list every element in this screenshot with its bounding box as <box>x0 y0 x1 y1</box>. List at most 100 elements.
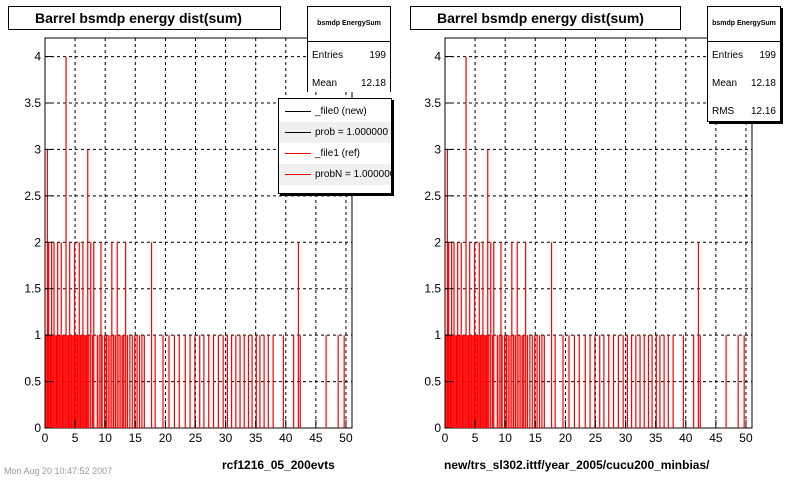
histogram-bar <box>63 335 65 428</box>
histogram-bar <box>120 335 122 428</box>
histogram-bar <box>73 242 76 428</box>
histogram-bar <box>482 242 484 428</box>
y-tick-label: 1 <box>34 328 41 342</box>
histogram-bar <box>626 335 628 428</box>
x-tick-label: 20 <box>159 431 173 445</box>
histogram-bar <box>523 335 525 428</box>
histogram-bar <box>123 335 125 428</box>
histogram-bar <box>457 242 459 428</box>
stats-row-mean: Mean 12.18 <box>312 78 386 89</box>
histogram-bar <box>212 335 215 428</box>
x-tick-label: 30 <box>219 431 233 445</box>
histogram-bar <box>138 335 141 428</box>
histogram-bar <box>70 335 72 428</box>
histogram-bar <box>178 335 180 428</box>
histogram-bar <box>672 335 674 428</box>
histogram-bar <box>511 242 513 428</box>
histogram-bar <box>518 335 520 428</box>
histogram-bar <box>608 335 610 428</box>
x-tick-label: 15 <box>529 431 543 445</box>
histogram-bar <box>111 242 113 428</box>
histogram-bar <box>667 335 669 428</box>
histogram-bar <box>231 335 233 428</box>
x-tick-label: 5 <box>72 431 79 445</box>
histogram-bar <box>520 335 522 428</box>
histogram-bar <box>222 335 224 428</box>
histogram-bar <box>550 242 553 428</box>
histogram-bar <box>77 335 79 428</box>
histogram-bar <box>53 242 55 428</box>
histogram-bar <box>536 335 538 428</box>
histogram-bar <box>529 335 531 428</box>
histogram-bar <box>107 335 109 428</box>
plot-title-left: Barrel bsmdp energy dist(sum) <box>8 6 281 30</box>
legend-line-ref <box>285 153 311 154</box>
plot-title-right: Barrel bsmdp energy dist(sum) <box>410 6 681 30</box>
histogram-bar <box>282 335 284 428</box>
histogram-bar <box>217 335 219 428</box>
histogram-bar <box>64 335 66 428</box>
histogram-bar <box>297 242 300 428</box>
x-tick-label: 45 <box>709 431 723 445</box>
y-tick-label: 2 <box>434 235 441 249</box>
histogram-bar <box>58 335 60 428</box>
histogram-bar <box>460 242 462 428</box>
histogram-bar <box>235 335 237 428</box>
histogram-bar <box>272 335 274 428</box>
histogram-bar <box>484 335 486 428</box>
histogram-bar <box>507 335 509 428</box>
x-tick-label: 35 <box>649 431 663 445</box>
x-tick-label: 0 <box>42 431 49 445</box>
histogram-bar <box>603 335 605 428</box>
histogram-bar <box>131 335 133 428</box>
histogram-bar <box>59 335 61 428</box>
histogram-bar <box>184 335 186 428</box>
histogram-bar <box>243 335 245 428</box>
histogram-bar <box>693 335 695 428</box>
legend-item-probN: probN = 1.000000 <box>279 164 391 185</box>
histogram-bar <box>226 335 228 428</box>
x-tick-label: 0 <box>442 431 449 445</box>
histogram-bar <box>697 242 700 428</box>
histogram-bar <box>476 335 478 428</box>
histogram-bar <box>69 242 71 428</box>
histogram-bar <box>505 335 508 428</box>
histogram-bar <box>98 335 100 428</box>
histogram-bar <box>79 335 82 428</box>
histogram-bar <box>189 335 191 428</box>
histogram-bar <box>473 242 476 428</box>
histogram-bar <box>337 335 339 428</box>
histogram-bar <box>651 335 653 428</box>
y-tick-label: 0.5 <box>424 375 441 389</box>
histogram-bar <box>113 335 115 428</box>
histogram-right: 0 5 10 15 20 25 30 35 40 45 50 0 0.5 1 1.5 2 2.5 3 3.5 4 <box>424 37 753 445</box>
histogram-bar <box>487 149 489 428</box>
histogram-bar <box>612 335 615 428</box>
histogram-bar <box>454 335 456 428</box>
stats-row-mean: Mean 12.18 <box>712 78 776 89</box>
legend-item-new: _file0 (new) <box>279 101 391 122</box>
histogram-bar <box>573 335 576 428</box>
histogram-bar <box>458 335 460 428</box>
y-tick-label: 4 <box>34 50 41 64</box>
histogram-bar <box>455 335 458 428</box>
y-tick-label: 3.5 <box>24 96 41 110</box>
histogram-bar <box>72 335 74 428</box>
histogram-bar <box>470 335 472 428</box>
histogram-bar <box>578 335 580 428</box>
histogram-bar <box>459 335 461 428</box>
histogram-bar <box>647 335 650 428</box>
stats-name: bsmdp EnergySum <box>308 7 390 42</box>
histogram-bar <box>485 335 488 428</box>
histogram-bar <box>105 335 108 428</box>
legend-line-probN <box>285 174 311 175</box>
histogram-bar <box>514 335 517 428</box>
x-tick-label: 45 <box>309 431 323 445</box>
histogram-bar <box>453 242 455 428</box>
legend-line-prob <box>285 132 311 133</box>
histogram-bar <box>83 335 85 428</box>
histogram-bar <box>60 242 62 428</box>
histogram-bar <box>88 335 90 428</box>
histogram-bar <box>150 242 153 428</box>
histogram-bar <box>67 335 70 428</box>
